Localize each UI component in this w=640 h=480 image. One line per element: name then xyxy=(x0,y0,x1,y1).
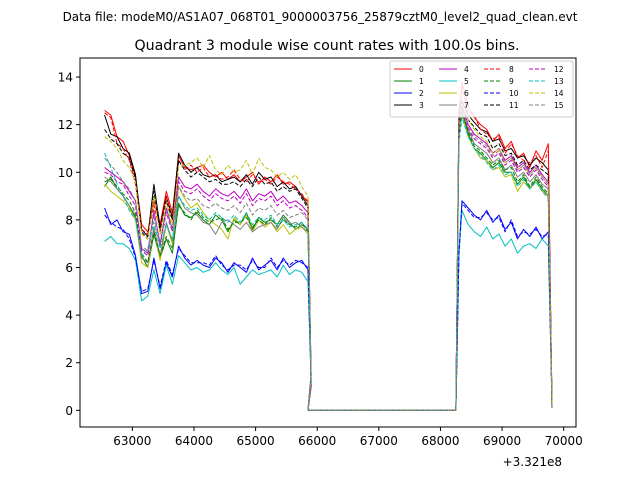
y-tick-label: 2 xyxy=(65,356,73,370)
legend-label-8: 8 xyxy=(509,65,514,74)
x-offset-label: +3.321e8 xyxy=(503,455,562,469)
series-line-10 xyxy=(104,202,553,411)
series-line-2 xyxy=(104,200,553,411)
y-tick-label: 4 xyxy=(65,309,73,323)
axes: 63000 64000 65000 66000 67000 68000 69000 70000… xyxy=(58,57,583,448)
legend-label-12: 12 xyxy=(554,65,564,74)
legend-label-14: 14 xyxy=(554,89,564,98)
series-line-3 xyxy=(104,100,553,411)
x-tick-label: 65000 xyxy=(237,434,275,448)
legend-label-2: 2 xyxy=(419,89,424,98)
y-tick-label: 14 xyxy=(58,71,73,85)
chart-title: Quadrant 3 module wise count rates with … xyxy=(134,38,519,54)
series-line-8 xyxy=(104,86,553,411)
x-tick-label: 66000 xyxy=(298,434,336,448)
y-tick-label: 12 xyxy=(58,118,73,132)
series-line-11 xyxy=(104,107,553,411)
y-tick-label: 10 xyxy=(58,166,73,180)
y-tick-label: 8 xyxy=(65,213,73,227)
series-line-1 xyxy=(104,109,553,411)
series-line-12 xyxy=(104,109,553,411)
legend-label-11: 11 xyxy=(509,101,519,110)
legend-label-9: 9 xyxy=(509,77,514,86)
legend-label-10: 10 xyxy=(509,89,519,98)
legend-label-6: 6 xyxy=(464,89,469,98)
series-line-14 xyxy=(104,102,553,411)
series-line-6 xyxy=(104,114,553,411)
legend-box xyxy=(389,60,574,118)
legend-label-1: 1 xyxy=(419,77,424,86)
legend-label-5: 5 xyxy=(464,77,469,86)
figure-suptitle: Data file: modeM0/AS1A07_068T01_90000037… xyxy=(63,10,578,24)
y-tick-label: 0 xyxy=(65,404,73,418)
legend-label-0: 0 xyxy=(419,65,424,74)
series-line-7 xyxy=(104,109,553,411)
x-tick-label: 67000 xyxy=(360,434,398,448)
legend-label-13: 13 xyxy=(554,77,564,86)
x-tick-label: 63000 xyxy=(113,434,151,448)
x-tick-label: 69000 xyxy=(483,434,521,448)
legend-label-15: 15 xyxy=(554,101,564,110)
legend-label-4: 4 xyxy=(464,65,469,74)
legend-label-3: 3 xyxy=(419,101,424,110)
x-tick-label: 70000 xyxy=(545,434,583,448)
series-line-9 xyxy=(104,112,553,411)
y-tick-label: 6 xyxy=(65,261,73,275)
plot-area xyxy=(104,81,553,411)
series-line-5 xyxy=(104,209,553,411)
x-tick-label: 64000 xyxy=(175,434,213,448)
legend-label-7: 7 xyxy=(464,101,469,110)
x-tick-label: 68000 xyxy=(421,434,459,448)
series-line-15 xyxy=(104,107,553,411)
series-line-13 xyxy=(104,117,553,411)
axes-frame xyxy=(79,57,577,428)
